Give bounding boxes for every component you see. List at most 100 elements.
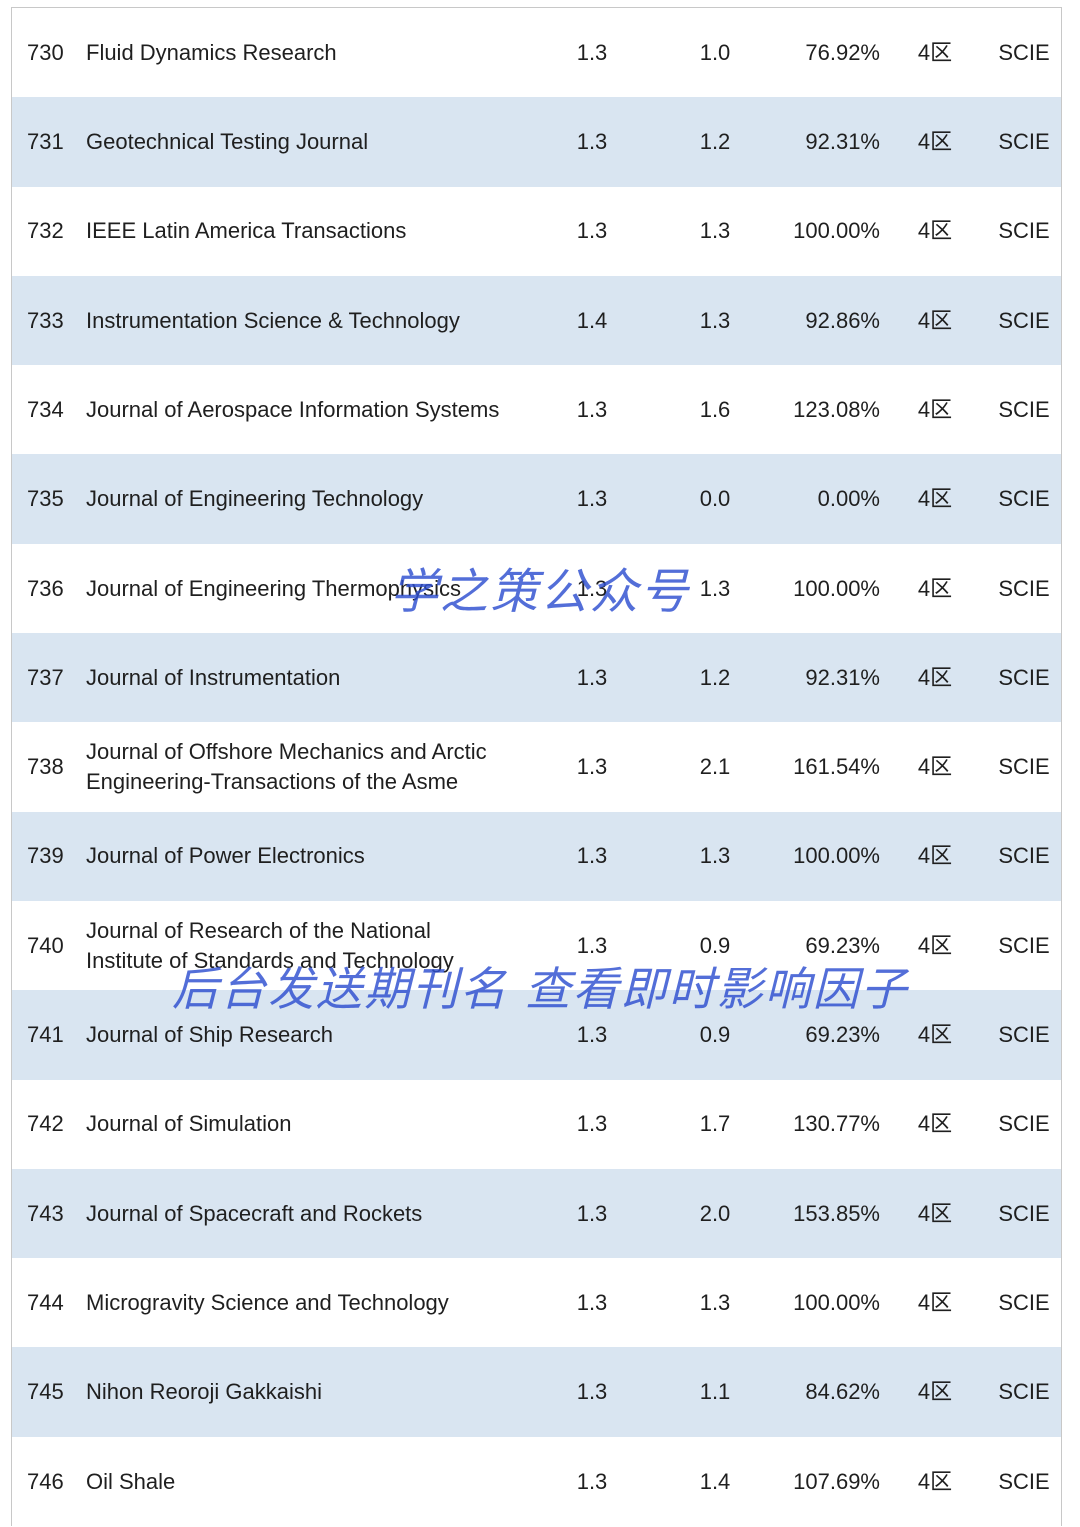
zone-cell: 4区 [917, 129, 953, 155]
table-row: 733 Instrumentation Science & Technology… [12, 275, 1061, 366]
zone-cell: 4区 [917, 1200, 953, 1226]
zone-cell: 4区 [917, 932, 953, 958]
table-row: 746 Oil Shale 1.3 1.4 107.69% 4区 SCIE [12, 1436, 1061, 1527]
metric2-cell: 2.0 [699, 1200, 731, 1226]
metric2-cell: 1.2 [699, 664, 731, 690]
index-cell: SCIE [998, 932, 1050, 958]
index-cell: SCIE [998, 129, 1050, 155]
metric2-cell: 1.3 [699, 218, 731, 244]
table-row: 741 Journal of Ship Research 1.3 0.9 69.… [12, 990, 1061, 1080]
table-row: 739 Journal of Power Electronics 1.3 1.3… [12, 811, 1061, 901]
index-cell: SCIE [998, 1289, 1050, 1315]
rank-cell: 734 [27, 396, 64, 422]
table-row: 734 Journal of Aerospace Information Sys… [12, 365, 1061, 455]
percent-cell: 100.00% [793, 575, 880, 601]
metric1-cell: 1.3 [576, 843, 608, 869]
index-cell: SCIE [998, 307, 1050, 333]
metric1-cell: 1.3 [576, 575, 608, 601]
table-row: 744 Microgravity Science and Technology … [12, 1258, 1061, 1348]
metric2-cell: 1.7 [699, 1111, 731, 1137]
index-cell: SCIE [998, 754, 1050, 780]
index-cell: SCIE [998, 1022, 1050, 1048]
table-row: 735 Journal of Engineering Technology 1.… [12, 454, 1061, 544]
metric2-cell: 2.1 [699, 754, 731, 780]
metric2-cell: 0.9 [699, 932, 731, 958]
table-row: 737 Journal of Instrumentation 1.3 1.2 9… [12, 633, 1061, 723]
percent-cell: 92.31% [805, 664, 880, 690]
index-cell: SCIE [998, 575, 1050, 601]
percent-cell: 92.86% [805, 307, 880, 333]
metric1-cell: 1.3 [576, 664, 608, 690]
zone-cell: 4区 [917, 307, 953, 333]
metric1-cell: 1.3 [576, 1289, 608, 1315]
rank-cell: 744 [27, 1289, 64, 1315]
metric2-cell: 0.9 [699, 1022, 731, 1048]
zone-cell: 4区 [917, 664, 953, 690]
percent-cell: 153.85% [793, 1200, 880, 1226]
metric2-cell: 1.6 [699, 396, 731, 422]
rank-cell: 740 [27, 932, 64, 958]
zone-cell: 4区 [917, 39, 953, 65]
table-row: 738 Journal of Offshore Mechanics and Ar… [12, 722, 1061, 812]
percent-cell: 84.62% [805, 1379, 880, 1405]
percent-cell: 92.31% [805, 129, 880, 155]
percent-cell: 69.23% [805, 932, 880, 958]
metric2-cell: 1.4 [699, 1468, 731, 1494]
metric1-cell: 1.3 [576, 1468, 608, 1494]
percent-cell: 69.23% [805, 1022, 880, 1048]
metric1-cell: 1.3 [576, 218, 608, 244]
journal-name-cell: Geotechnical Testing Journal [86, 129, 369, 155]
rank-cell: 745 [27, 1379, 64, 1405]
rank-cell: 742 [27, 1111, 64, 1137]
journal-name-cell: Journal of Simulation [86, 1111, 292, 1137]
metric1-cell: 1.3 [576, 754, 608, 780]
journal-name-cell: Instrumentation Science & Technology [86, 307, 460, 333]
journal-name-cell: Nihon Reoroji Gakkaishi [86, 1379, 322, 1405]
percent-cell: 123.08% [793, 396, 880, 422]
index-cell: SCIE [998, 39, 1050, 65]
journal-name-cell: Journal of Power Electronics [86, 843, 365, 869]
index-cell: SCIE [998, 396, 1050, 422]
metric2-cell: 1.2 [699, 129, 731, 155]
index-cell: SCIE [998, 664, 1050, 690]
index-cell: SCIE [998, 1111, 1050, 1137]
index-cell: SCIE [998, 486, 1050, 512]
rank-cell: 746 [27, 1468, 64, 1494]
metric1-cell: 1.3 [576, 1200, 608, 1226]
metric1-cell: 1.3 [576, 486, 608, 512]
metric1-cell: 1.3 [576, 1022, 608, 1048]
metric1-cell: 1.3 [576, 932, 608, 958]
percent-cell: 100.00% [793, 218, 880, 244]
metric1-cell: 1.3 [576, 396, 608, 422]
zone-cell: 4区 [917, 1022, 953, 1048]
index-cell: SCIE [998, 1379, 1050, 1405]
percent-cell: 130.77% [793, 1111, 880, 1137]
zone-cell: 4区 [917, 1379, 953, 1405]
table-row: 730 Fluid Dynamics Research 1.3 1.0 76.9… [12, 8, 1061, 98]
table-row: 742 Journal of Simulation 1.3 1.7 130.77… [12, 1079, 1061, 1169]
journal-name-cell: Journal of Spacecraft and Rockets [86, 1200, 423, 1226]
metric2-cell: 1.3 [699, 307, 731, 333]
journal-name-cell: Journal of Aerospace Information Systems [86, 396, 500, 422]
metric2-cell: 1.3 [699, 575, 731, 601]
percent-cell: 0.00% [817, 486, 880, 512]
metric2-cell: 1.3 [699, 1289, 731, 1315]
zone-cell: 4区 [917, 486, 953, 512]
journal-name-cell: Journal of Ship Research [86, 1022, 334, 1048]
rank-cell: 738 [27, 754, 64, 780]
journal-ranking-table: 730 Fluid Dynamics Research 1.3 1.0 76.9… [11, 7, 1062, 1527]
zone-cell: 4区 [917, 1468, 953, 1494]
table-row: 740 Journal of Research of the National … [12, 900, 1061, 991]
table-row: 736 Journal of Engineering Thermophysics… [12, 543, 1061, 634]
journal-name-cell: Journal of Instrumentation [86, 664, 341, 690]
zone-cell: 4区 [917, 843, 953, 869]
percent-cell: 107.69% [793, 1468, 880, 1494]
table-row: 743 Journal of Spacecraft and Rockets 1.… [12, 1168, 1061, 1259]
journal-name-cell: Oil Shale [86, 1468, 176, 1494]
percent-cell: 100.00% [793, 843, 880, 869]
index-cell: SCIE [998, 843, 1050, 869]
rank-cell: 737 [27, 664, 64, 690]
rank-cell: 741 [27, 1022, 64, 1048]
table-row: 732 IEEE Latin America Transactions 1.3 … [12, 186, 1061, 276]
journal-name-cell: IEEE Latin America Transactions [86, 218, 407, 244]
